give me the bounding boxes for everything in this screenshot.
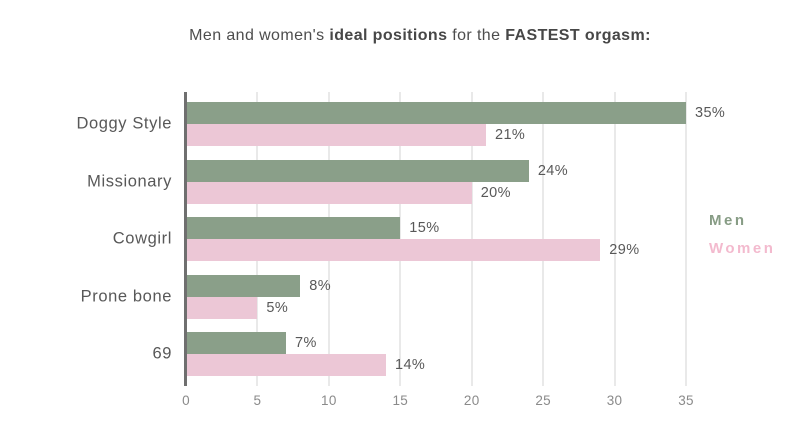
men-value-label: 15%	[409, 220, 440, 236]
chart-title-segment: Men and women's	[189, 27, 330, 44]
category-row: Missionary 24% 20%	[87, 159, 746, 204]
category-label: 69	[152, 344, 172, 363]
y-axis-line	[184, 92, 187, 386]
men-value-label: 35%	[695, 105, 726, 121]
women-value-label: 29%	[609, 242, 640, 258]
category-row: Prone bone 8% 5%	[81, 274, 746, 319]
women-bar: 21%	[186, 124, 525, 146]
bar-rows: Doggy Style 35% 21% Missionary 24% 20% Cowgirl…	[76, 102, 746, 376]
category-row: Doggy Style 35% 21%	[76, 102, 746, 146]
men-value-label: 7%	[295, 335, 317, 351]
x-tick-label: 20	[463, 393, 480, 408]
category-label: Missionary	[87, 172, 172, 190]
chart-title-segment: ideal positions	[329, 27, 448, 44]
women-bar: 29%	[186, 239, 639, 261]
chart-title-segment: FASTEST orgasm:	[505, 27, 651, 44]
x-tick-label: 15	[392, 393, 409, 408]
women-value-label: 21%	[495, 127, 526, 143]
legend-men-label: Men	[709, 212, 747, 229]
men-bar: 35%	[186, 102, 725, 124]
women-value-label: 20%	[480, 184, 511, 201]
legend-women-label: Women	[709, 240, 776, 257]
men-value-label: 24%	[537, 162, 569, 179]
men-bar: 8%	[186, 274, 331, 297]
men-bar: 24%	[186, 159, 568, 182]
men-value-label: 8%	[309, 277, 332, 294]
chart-title-segment: for the	[447, 27, 506, 44]
plot-area: Doggy Style 35% 21% Missionary 24% 20% Cowgirl…	[76, 92, 746, 408]
category-row: 69 7% 14%	[152, 332, 746, 376]
category-label: Prone bone	[80, 287, 172, 305]
gridline	[613, 92, 616, 386]
women-value-label: 14%	[395, 357, 426, 373]
x-tick-label: 5	[253, 393, 262, 408]
women-bar: 20%	[186, 181, 511, 204]
men-bar: 15%	[186, 217, 439, 239]
chart-title: Men and women's ideal positions for the …	[40, 27, 800, 45]
gridline	[685, 92, 687, 386]
women-bar: 5%	[186, 296, 288, 319]
x-axis-tick-labels: 0 5 10 15 20 25 30 35	[182, 386, 746, 410]
x-tick-label: 25	[535, 393, 551, 408]
legend: Men Women	[709, 212, 775, 268]
category-label: Cowgirl	[112, 229, 172, 248]
x-tick-label: 35	[678, 393, 694, 408]
women-bar: 14%	[186, 354, 425, 376]
x-tick-label: 10	[321, 393, 337, 408]
category-row: Cowgirl 15% 29%	[113, 217, 746, 261]
men-bar: 7%	[186, 332, 316, 354]
women-value-label: 5%	[266, 299, 289, 316]
x-tick-label: 0	[182, 393, 190, 408]
category-label: Doggy Style	[76, 114, 172, 133]
x-tick-label: 30	[606, 393, 623, 408]
